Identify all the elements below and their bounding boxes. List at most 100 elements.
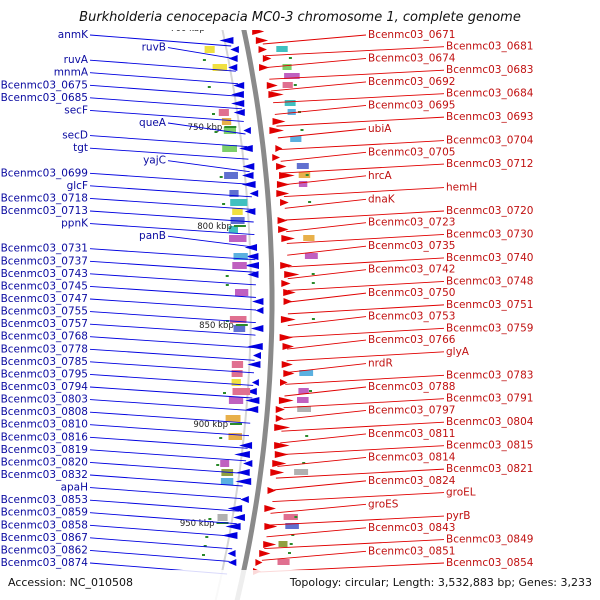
gc-skew-mark (225, 284, 229, 286)
right-leader-line (274, 104, 367, 115)
right-leader-line (281, 163, 445, 174)
cog-category-block (224, 172, 238, 179)
right-leader-line (275, 468, 445, 479)
reverse-gene-arrow (242, 163, 255, 170)
left-leader-line (89, 72, 239, 85)
left-gene-label: Bcenmc03_0785 (1, 356, 88, 368)
gc-skew-mark (300, 129, 304, 131)
leader-line-layer (89, 34, 445, 575)
cog-category-block (285, 523, 299, 529)
left-leader-line (89, 512, 237, 525)
right-gene-label: Bcenmc03_0791 (446, 393, 533, 405)
right-gene-label: Bcenmc03_0748 (446, 275, 533, 287)
forward-gene-arrow (281, 235, 295, 242)
reverse-gene-arrow (249, 190, 259, 197)
left-leader-line (89, 411, 251, 424)
forward-gene-arrow (280, 262, 293, 269)
gc-skew-mark (202, 59, 206, 61)
left-gene-label: Bcenmc03_0803 (1, 394, 88, 406)
forward-gene-arrow (258, 46, 267, 53)
cog-category-block (283, 514, 298, 520)
left-gene-label: ruvA (64, 54, 89, 66)
reverse-gene-arrow (228, 64, 238, 71)
forward-gene-arrow (276, 190, 290, 197)
forward-gene-arrow (266, 82, 278, 89)
right-leader-line (286, 234, 445, 244)
right-leader-line (265, 46, 445, 57)
left-leader-line (89, 223, 255, 236)
forward-gene-arrow (268, 91, 284, 98)
right-leader-line (280, 433, 367, 444)
cog-category-block (296, 163, 309, 169)
right-gene-label: Bcenmc03_0704 (446, 135, 534, 147)
left-leader-line (89, 348, 255, 361)
gc-skew-mark (305, 435, 309, 437)
right-gene-label: Bcenmc03_0759 (446, 322, 533, 334)
cog-category-block (284, 73, 300, 79)
reverse-gene-arrow (244, 262, 259, 269)
left-leader-line (89, 373, 254, 386)
left-gene-label: Bcenmc03_0820 (1, 456, 88, 468)
forward-gene-arrow (272, 118, 286, 125)
left-gene-label: Bcenmc03_0874 (1, 557, 89, 569)
forward-gene-arrow (274, 424, 291, 431)
forward-gene-arrow (280, 379, 288, 386)
cog-category-block (276, 46, 288, 52)
forward-gene-arrow (281, 361, 293, 368)
reverse-gene-arrow (252, 352, 262, 359)
cog-category-block (204, 46, 215, 53)
left-leader-line (89, 323, 256, 336)
right-gene-label: Bcenmc03_0804 (446, 416, 534, 428)
right-leader-line (287, 257, 445, 268)
right-leader-line (287, 292, 367, 303)
right-leader-line (266, 527, 367, 538)
right-gene-label: Bcenmc03_0740 (446, 252, 533, 264)
reverse-gene-arrow (243, 460, 253, 467)
left-gene-label: Bcenmc03_0858 (1, 519, 88, 531)
right-gene-label: Bcenmc03_0671 (368, 29, 455, 41)
left-leader-line (89, 436, 248, 449)
cog-category-block (217, 514, 228, 521)
left-gene-label: tgt (73, 142, 88, 154)
right-gene-label: Bcenmc03_0742 (368, 264, 455, 276)
right-gene-label: Bcenmc03_0695 (368, 99, 455, 111)
scale-tick-label: 950 kbp (180, 519, 215, 529)
reverse-gene-arrow (219, 37, 234, 44)
cog-category-block (229, 235, 247, 242)
reverse-gene-arrow (244, 244, 258, 251)
reverse-gene-arrow (247, 343, 263, 350)
reverse-gene-arrow (225, 523, 241, 530)
left-leader-line (167, 47, 234, 60)
left-leader-line (89, 135, 248, 148)
right-gene-label: hrcA (368, 170, 393, 182)
reverse-gene-arrow (245, 406, 259, 413)
reverse-gene-arrow (231, 91, 244, 98)
gc-skew-mark (311, 282, 315, 284)
right-leader-line (270, 503, 367, 514)
left-leader-line (89, 499, 239, 512)
reverse-gene-arrow (228, 559, 237, 566)
right-gene-label: Bcenmc03_0683 (446, 64, 533, 76)
reverse-gene-arrow (233, 109, 245, 116)
reverse-gene-arrow (251, 379, 259, 386)
right-leader-line (267, 58, 367, 68)
right-leader-line (279, 140, 445, 151)
reverse-gene-arrow (247, 271, 259, 278)
forward-gene-arrow (269, 127, 285, 134)
left-gene-label: Bcenmc03_0747 (1, 293, 88, 305)
right-leader-line (264, 539, 445, 549)
reverse-gene-arrow (233, 514, 245, 521)
cog-category-block (230, 199, 248, 206)
left-gene-label: Bcenmc03_0808 (1, 406, 88, 418)
reverse-gene-arrow (255, 307, 264, 314)
forward-gene-arrow (270, 469, 285, 476)
gc-skew-mark (288, 552, 291, 554)
forward-gene-arrow (283, 289, 296, 296)
gc-skew-mark (305, 174, 309, 176)
left-leader-line (89, 311, 256, 324)
left-leader-line (89, 34, 232, 47)
right-leader-line (277, 128, 367, 139)
right-leader-line (283, 187, 445, 197)
gc-skew-mark (212, 113, 215, 115)
right-gene-label: Bcenmc03_0766 (368, 334, 456, 346)
